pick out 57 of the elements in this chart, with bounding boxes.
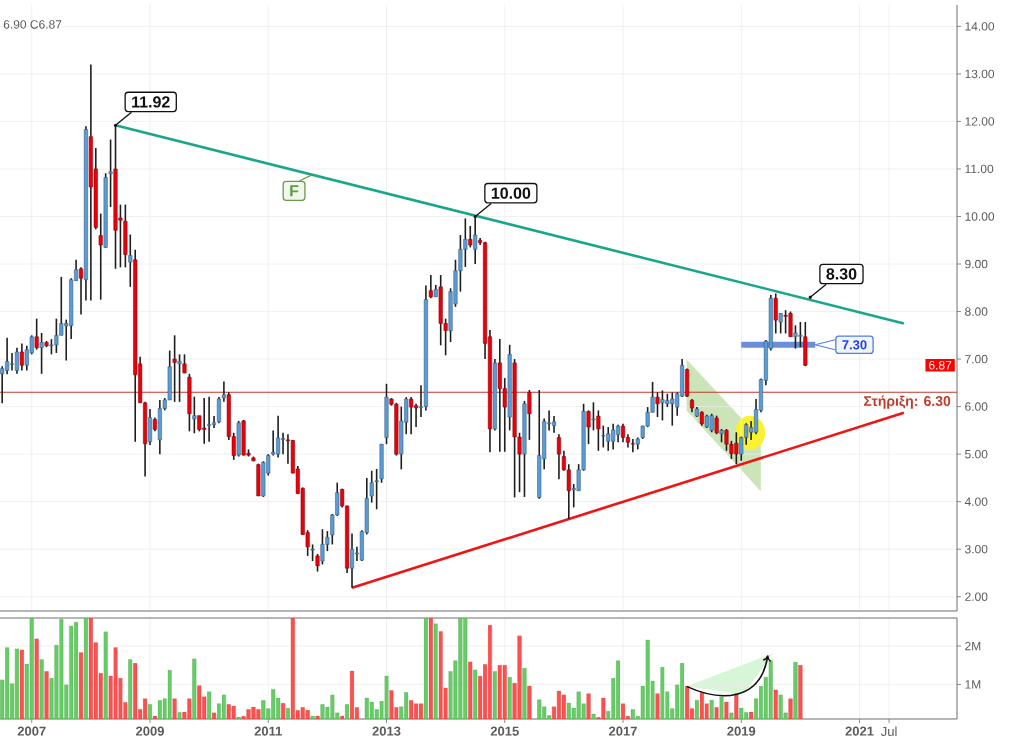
candlestick bbox=[409, 396, 414, 435]
annotation: 6.90 C6.87 bbox=[3, 20, 62, 29]
x-tick-label: 2009 bbox=[135, 726, 164, 736]
candlestick bbox=[14, 346, 19, 375]
y-tick-label: 2M bbox=[965, 641, 981, 651]
annotation: 6.87 bbox=[929, 361, 952, 370]
y-tick-label: 7.00 bbox=[965, 354, 988, 364]
candlestick bbox=[374, 468, 379, 511]
candlestick bbox=[527, 389, 532, 441]
y-tick-label: 12.00 bbox=[965, 117, 995, 126]
y-tick-label: 1M bbox=[965, 680, 981, 689]
annotation: 10.00 bbox=[491, 187, 531, 199]
candlestick bbox=[596, 409, 601, 452]
x-tick-label: 2017 bbox=[609, 726, 637, 736]
y-tick-label: 6.00 bbox=[965, 402, 988, 411]
y-tick-label: 10.00 bbox=[965, 212, 995, 221]
x-tick-label: Jul bbox=[880, 726, 897, 737]
x-tick-label: 2015 bbox=[490, 726, 519, 736]
y-tick-label: 14.00 bbox=[965, 22, 995, 31]
candlestick bbox=[591, 401, 596, 432]
candlestick bbox=[39, 332, 44, 375]
candlestick bbox=[349, 532, 355, 589]
candlestick bbox=[19, 342, 24, 372]
candlestick bbox=[182, 353, 187, 375]
x-tick-label: 2021 bbox=[845, 726, 874, 736]
annotation: F bbox=[290, 185, 299, 197]
candlestick bbox=[620, 422, 626, 444]
candlestick bbox=[108, 138, 113, 208]
y-tick-label: 3.00 bbox=[965, 544, 988, 554]
y-tick-label: 4.00 bbox=[964, 497, 988, 506]
candlestick bbox=[172, 334, 177, 403]
y-tick-label: 13.00 bbox=[965, 69, 995, 79]
candlestick bbox=[192, 395, 197, 435]
annotation: 11.92 bbox=[132, 96, 170, 108]
candlestick bbox=[207, 395, 212, 443]
candlestick bbox=[773, 292, 778, 335]
candlestick bbox=[655, 391, 660, 418]
x-tick-label: 2007 bbox=[17, 726, 46, 736]
y-tick-label: 8.00 bbox=[965, 307, 988, 316]
x-tick-label: 2013 bbox=[372, 726, 401, 736]
x-tick-label: 2019 bbox=[727, 726, 756, 736]
x-tick-label: 2011 bbox=[254, 726, 282, 736]
candlestick bbox=[98, 212, 103, 301]
y-tick-label: 9.00 bbox=[965, 259, 988, 269]
y-tick-label: 11.00 bbox=[965, 164, 994, 174]
candlestick bbox=[586, 409, 591, 445]
candlestick bbox=[714, 414, 719, 435]
candlestick bbox=[78, 266, 84, 316]
ref-line-label: Στήριξη: 6.30 bbox=[864, 395, 951, 409]
y-tick-label: 5.00 bbox=[965, 449, 988, 459]
candlestick bbox=[34, 317, 39, 351]
annotation: 8.30 bbox=[826, 268, 857, 280]
candlestick bbox=[468, 225, 473, 249]
y-tick-label: 2.00 bbox=[965, 592, 988, 601]
candlestick bbox=[177, 353, 182, 403]
annotation: 7.30 bbox=[842, 340, 867, 350]
candlestick bbox=[630, 438, 635, 454]
